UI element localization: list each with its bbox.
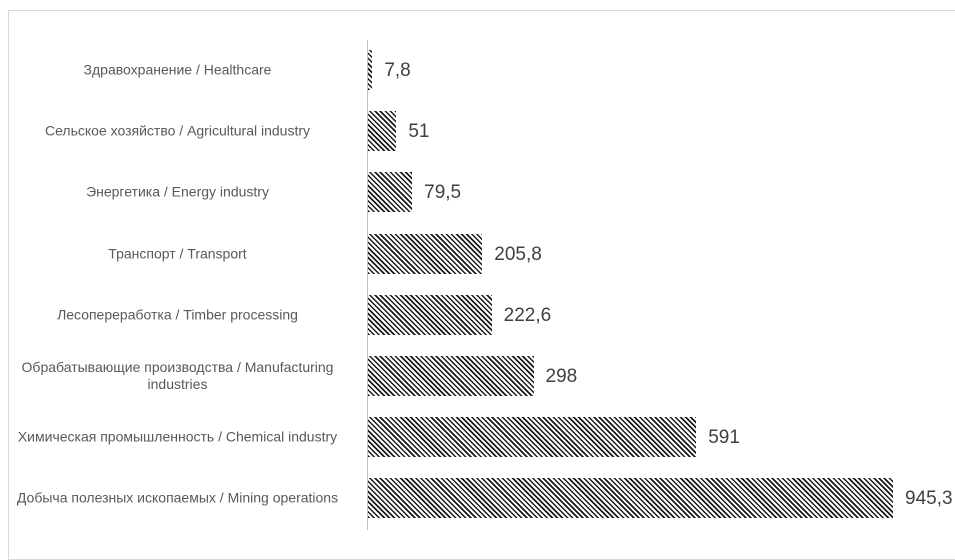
data-label: 7,8 (384, 60, 411, 81)
bar (368, 356, 534, 396)
y-tick-label: Химическая промышленность / Chemical ind… (17, 428, 338, 445)
data-label: 945,3 (905, 488, 953, 510)
y-tick-label: Добыча полезных ископаемых / Mining oper… (16, 489, 339, 506)
y-tick-label: Сельское хозяйство / Agricultural indust… (44, 122, 310, 139)
category-axis (367, 40, 368, 530)
y-tick-label: Энергетика / Energy industry (86, 183, 269, 200)
y-tick-label: Обрабатывающие производства / Manufactur… (21, 359, 334, 392)
bar (368, 294, 492, 335)
data-label: 79,5 (424, 182, 462, 204)
y-tick-label: Лесопереработка / Timber processing (57, 306, 298, 323)
bar (368, 233, 483, 274)
bar (368, 478, 893, 519)
y-tick-label: Транспорт / Transport (108, 245, 247, 262)
bar (368, 417, 697, 458)
bar (368, 50, 373, 90)
y-tick-label: Здравохранение / Healthcare (83, 61, 272, 78)
data-label: 298 (545, 366, 578, 387)
bar (368, 172, 413, 213)
data-label: 205,8 (494, 243, 542, 265)
data-label: 51 (408, 121, 430, 143)
data-label: 222,6 (503, 304, 552, 326)
bar (368, 111, 397, 152)
data-label: 591 (708, 427, 740, 449)
